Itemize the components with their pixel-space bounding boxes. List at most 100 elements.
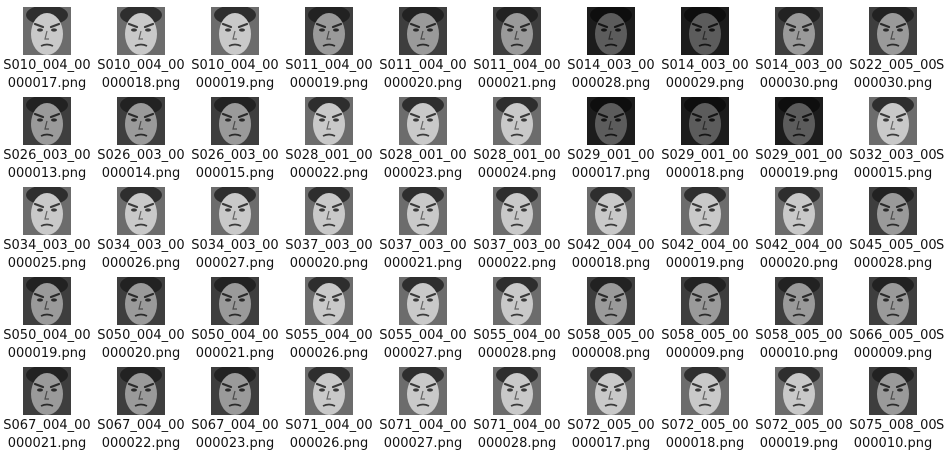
face-image-icon [211,7,259,55]
filename-line1: S029_001_00 [560,147,662,165]
face-image-icon [493,277,541,325]
face-image-icon [775,187,823,235]
filename-line1: S010_004_00 [0,57,98,75]
face-thumbnail [23,97,71,145]
filename-line1: S034_003_00 [0,237,98,255]
face-image-icon [305,97,353,145]
face-thumbnail [305,7,353,55]
face-thumbnail [211,7,259,55]
face-thumbnail [775,7,823,55]
face-image-icon [211,97,259,145]
filename-line1: S011_004_00 [466,57,568,75]
face-thumbnail [587,277,635,325]
face-image-icon [23,7,71,55]
overflow-filename-label: S [936,237,944,255]
face-thumbnail [23,187,71,235]
face-image-icon [305,7,353,55]
face-thumbnail [23,367,71,415]
filename-line1: S066_005_00 [842,327,944,345]
filename-line2: 000023.png [184,435,286,452]
face-image-icon [775,277,823,325]
face-thumbnail [117,7,165,55]
filename-line1: S037_003_00 [466,237,568,255]
face-image-icon [681,367,729,415]
face-thumbnail [305,367,353,415]
filename-line1: S028_001_00 [466,147,568,165]
face-image-icon [23,277,71,325]
face-image-icon [211,277,259,325]
overflow-filename-label: S [936,57,944,75]
face-image-icon [23,97,71,145]
overflow-filename-label: S [936,147,944,165]
face-image-icon [305,367,353,415]
filename-line1: S029_001_00 [654,147,756,165]
face-image-icon [493,97,541,145]
filename-line1: S058_005_00 [560,327,662,345]
face-image-icon [493,7,541,55]
face-thumbnail [869,187,917,235]
